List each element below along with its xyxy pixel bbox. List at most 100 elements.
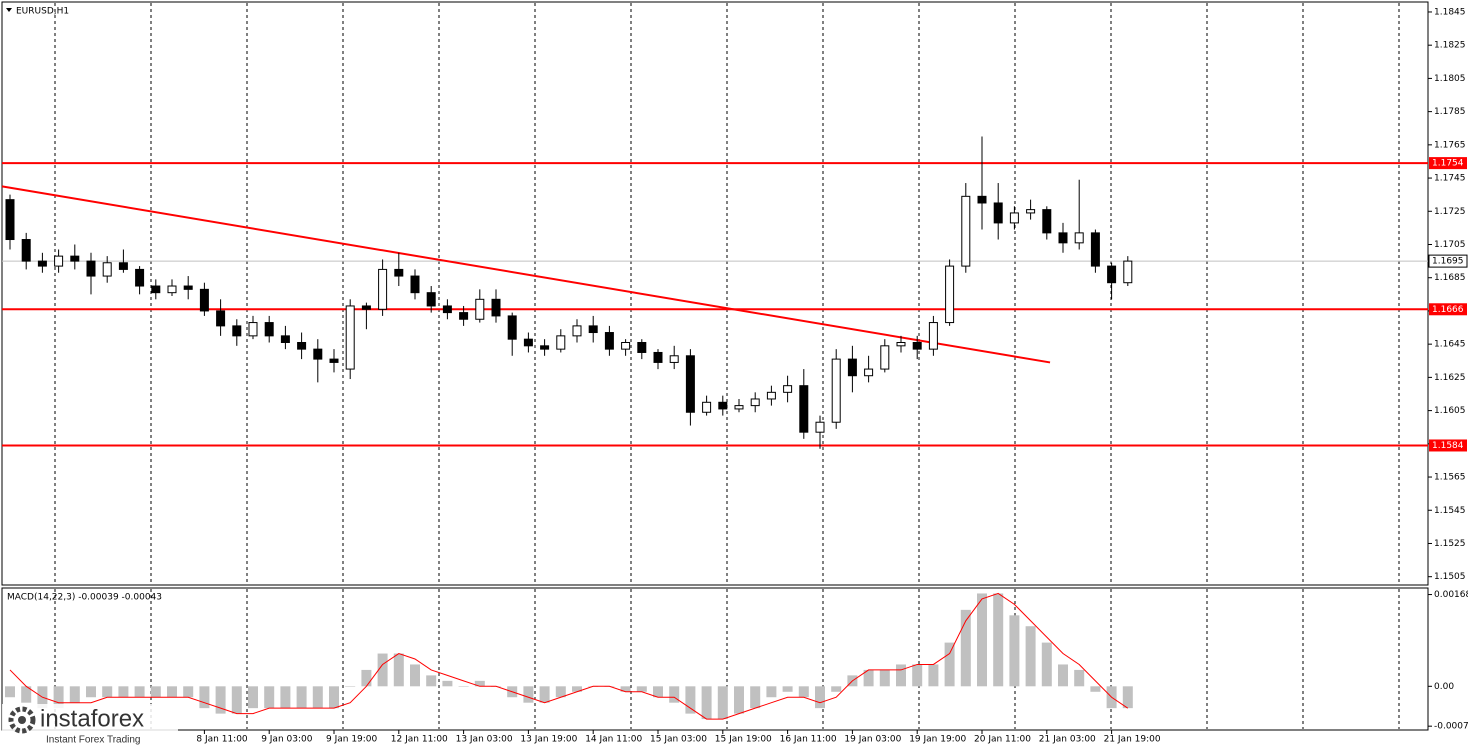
macd-bar <box>879 669 890 687</box>
macd-bar <box>393 653 404 687</box>
y-tick-label: 1.1525 <box>1434 539 1466 549</box>
candle-body <box>847 358 857 377</box>
y-tick-label: 0.00 <box>1434 682 1454 692</box>
x-tick-label: 9 Jan 19:00 <box>326 735 378 745</box>
macd-bar <box>750 686 761 709</box>
macd-bar <box>329 686 339 709</box>
candle-body <box>766 391 776 400</box>
macd-bar <box>636 686 647 692</box>
macd-bar <box>296 686 307 709</box>
y-tick-label: 1.1825 <box>1434 41 1466 51</box>
candle-body <box>523 338 533 347</box>
candle-body <box>183 285 193 290</box>
macd-bar <box>442 680 453 687</box>
level-tag <box>1429 157 1467 170</box>
y-tick-label: 1.1565 <box>1434 473 1466 483</box>
candle-body <box>491 298 501 317</box>
candle-body <box>248 322 258 337</box>
candle-body <box>410 275 420 294</box>
candle-body <box>928 322 938 350</box>
candle-body <box>831 358 841 423</box>
macd-bar <box>345 686 356 687</box>
level-tag <box>1429 303 1467 316</box>
macd-bar <box>798 686 809 698</box>
x-tick-label: 21 Jan 03:00 <box>1039 735 1096 745</box>
level-label: 1.1754 <box>1432 159 1464 169</box>
macd-bar <box>669 686 680 703</box>
candle-body <box>880 345 890 370</box>
macd-bar <box>960 609 971 687</box>
candle-body <box>1074 232 1084 244</box>
candle-body <box>750 398 760 407</box>
macd-bar <box>361 669 372 687</box>
candle-body <box>394 268 404 277</box>
watermark-brand: instaforex <box>40 705 144 732</box>
macd-bar <box>782 686 793 692</box>
candle-body <box>815 421 825 433</box>
x-tick-label: 16 Jan 11:00 <box>780 735 837 745</box>
candle-body <box>378 268 388 310</box>
candle-body <box>5 199 15 241</box>
y-tick-label: 1.1625 <box>1434 373 1466 383</box>
macd-bar <box>620 686 631 692</box>
y-tick-label: 1.1685 <box>1434 273 1466 283</box>
macd-bar <box>734 686 744 714</box>
candle-body <box>621 341 631 350</box>
y-tick-label: 1.1645 <box>1434 340 1466 350</box>
candle-body <box>70 255 80 262</box>
candle-body <box>540 345 550 350</box>
macd-bar <box>912 664 923 687</box>
candle-body <box>426 292 436 307</box>
macd-bar <box>653 686 663 698</box>
candle-body <box>459 312 469 320</box>
macd-bar <box>183 686 194 698</box>
x-tick-label: 13 Jan 19:00 <box>520 735 577 745</box>
candle-body <box>442 305 452 314</box>
candle-body <box>977 195 987 204</box>
y-tick-label: 1.1745 <box>1434 174 1466 184</box>
watermark-icon <box>8 706 36 734</box>
macd-title: MACD(14,22,3) -0.00039 -0.00043 <box>7 593 162 603</box>
current-price-label: 1.1695 <box>1432 257 1464 267</box>
level-tag <box>1429 439 1467 452</box>
candle-body <box>361 305 371 310</box>
candle-body <box>896 341 906 347</box>
x-tick-label: 9 Jan 03:00 <box>261 735 313 745</box>
y-tick-label: -0.00073 <box>1434 722 1468 732</box>
candle-body <box>232 325 242 337</box>
x-tick-label: 15 Jan 19:00 <box>715 735 772 745</box>
x-tick-label: 14 Jan 11:00 <box>585 735 642 745</box>
x-tick-label: 19 Jan 03:00 <box>844 735 901 745</box>
macd-bar <box>863 669 874 687</box>
x-tick-label: 13 Jan 03:00 <box>456 735 513 745</box>
y-tick-label: 0.00168 <box>1434 590 1468 600</box>
macd-bar <box>1074 669 1085 687</box>
candle-body <box>280 335 290 343</box>
candle-body <box>993 202 1003 224</box>
candle-body <box>783 385 793 393</box>
macd-bar <box>134 686 145 698</box>
watermark-tagline: Instant Forex Trading <box>46 735 141 746</box>
x-tick-label: 15 Jan 03:00 <box>650 735 707 745</box>
macd-bar <box>1122 686 1133 709</box>
macd-bar <box>21 686 32 703</box>
candle-body <box>556 335 566 350</box>
candle-body <box>945 265 955 324</box>
macd-bar <box>815 686 825 709</box>
y-tick-label: 1.1805 <box>1434 74 1466 84</box>
macd-bar <box>539 686 550 703</box>
macd-bar <box>766 686 777 698</box>
candle-body <box>864 368 874 377</box>
candle-body <box>685 355 695 413</box>
macd-bar <box>199 686 210 709</box>
macd-bar <box>69 686 80 703</box>
macd-bar <box>572 686 582 692</box>
candle-body <box>86 260 96 277</box>
macd-bar <box>312 686 323 709</box>
macd-bar <box>944 642 955 687</box>
watermark: instaforex Instant Forex Trading <box>2 704 178 748</box>
y-tick-label: 1.1765 <box>1434 140 1466 150</box>
x-tick-label: 20 Jan 11:00 <box>974 735 1031 745</box>
macd-bar <box>1090 686 1101 692</box>
